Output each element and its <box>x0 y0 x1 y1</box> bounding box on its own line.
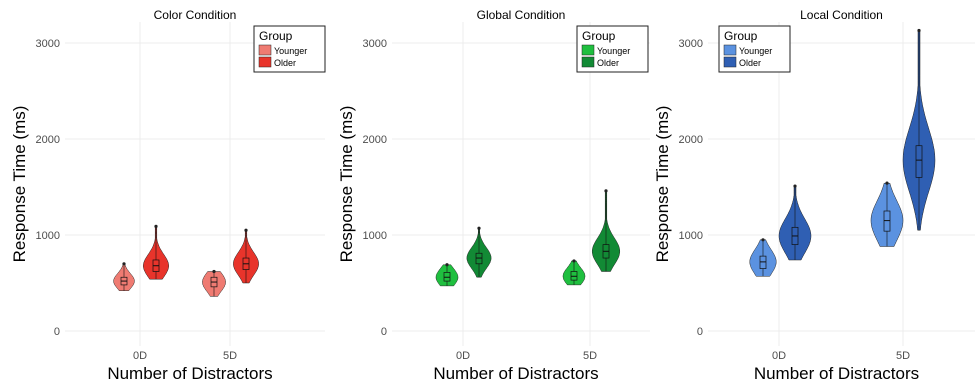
legend-title: Group <box>259 29 293 43</box>
legend: Group Younger Older <box>576 25 649 73</box>
violin-younger-5D <box>202 271 226 297</box>
x-axis-label: Number of Distractors <box>433 364 598 383</box>
y-tick-label: 3000 <box>36 38 60 50</box>
x-axis-label: Number of Distractors <box>107 364 272 383</box>
chart-title: Color Condition <box>154 8 237 22</box>
legend-label-younger: Younger <box>739 46 772 56</box>
legend-key-older <box>581 56 595 68</box>
x-axis-label: Number of Distractors <box>754 364 919 383</box>
outlier-point <box>761 238 765 242</box>
violin-younger-5D <box>870 182 904 247</box>
x-tick-label: 0D <box>456 350 470 362</box>
y-tick-label: 3000 <box>363 38 387 50</box>
legend-label-older: Older <box>739 58 761 68</box>
y-tick-label: 0 <box>381 326 387 338</box>
y-tick-label: 0 <box>54 326 60 338</box>
y-tick-label: 2000 <box>363 134 387 146</box>
legend-key-younger <box>723 44 737 56</box>
legend-label-older: Older <box>597 58 619 68</box>
outlier-point <box>604 189 608 193</box>
y-axis-label: Response Time (ms) <box>10 106 29 263</box>
outlier-point <box>917 28 921 33</box>
panel-2: 0 1000 2000 3000 0D 5D Global Condition Number … <box>337 8 650 383</box>
legend-key-older <box>723 56 737 68</box>
chart-title: Global Condition <box>477 8 566 22</box>
outlier-point <box>793 184 797 188</box>
legend-title: Group <box>724 29 758 43</box>
violin-younger-5D <box>562 260 586 286</box>
y-tick-label: 1000 <box>36 230 60 242</box>
y-tick-label: 2000 <box>36 134 60 146</box>
outlier-point <box>572 259 576 263</box>
legend-title: Group <box>582 29 616 43</box>
y-tick-label: 3000 <box>679 38 703 50</box>
outlier-point <box>122 262 126 266</box>
outlier-point <box>477 226 481 230</box>
x-tick-label: 0D <box>133 350 147 362</box>
legend-label-younger: Younger <box>274 46 307 56</box>
outlier-point <box>154 224 158 228</box>
y-axis-label: Response Time (ms) <box>337 106 356 263</box>
x-tick-label: 5D <box>583 350 597 362</box>
legend-label-older: Older <box>274 58 296 68</box>
outlier-point <box>445 263 449 267</box>
x-tick-label: 5D <box>223 350 237 362</box>
legend-label-younger: Younger <box>597 46 630 56</box>
outlier-point <box>212 269 216 274</box>
legend: Group Younger Older <box>253 25 326 73</box>
outlier-point <box>885 181 889 185</box>
x-tick-label: 5D <box>896 350 910 362</box>
y-tick-label: 0 <box>697 326 703 338</box>
y-tick-label: 1000 <box>363 230 387 242</box>
legend: Group Younger Older <box>718 25 791 73</box>
legend-key-younger <box>581 44 595 56</box>
outlier-point <box>244 228 248 232</box>
y-axis-label: Response Time (ms) <box>653 106 672 263</box>
violin-younger-0D <box>749 239 777 277</box>
legend-key-younger <box>258 44 272 56</box>
legend-key-older <box>258 56 272 68</box>
y-tick-label: 1000 <box>679 230 703 242</box>
x-tick-label: 0D <box>772 350 786 362</box>
panel-1: 0 1000 2000 3000 0D 5D Color Condition Number o… <box>10 8 326 383</box>
chart-title: Local Condition <box>800 8 883 22</box>
panel-3: 0 1000 2000 3000 0D 5D Local Condition Number o… <box>653 8 975 383</box>
violin-younger-0D <box>435 264 459 287</box>
y-tick-label: 2000 <box>679 134 703 146</box>
